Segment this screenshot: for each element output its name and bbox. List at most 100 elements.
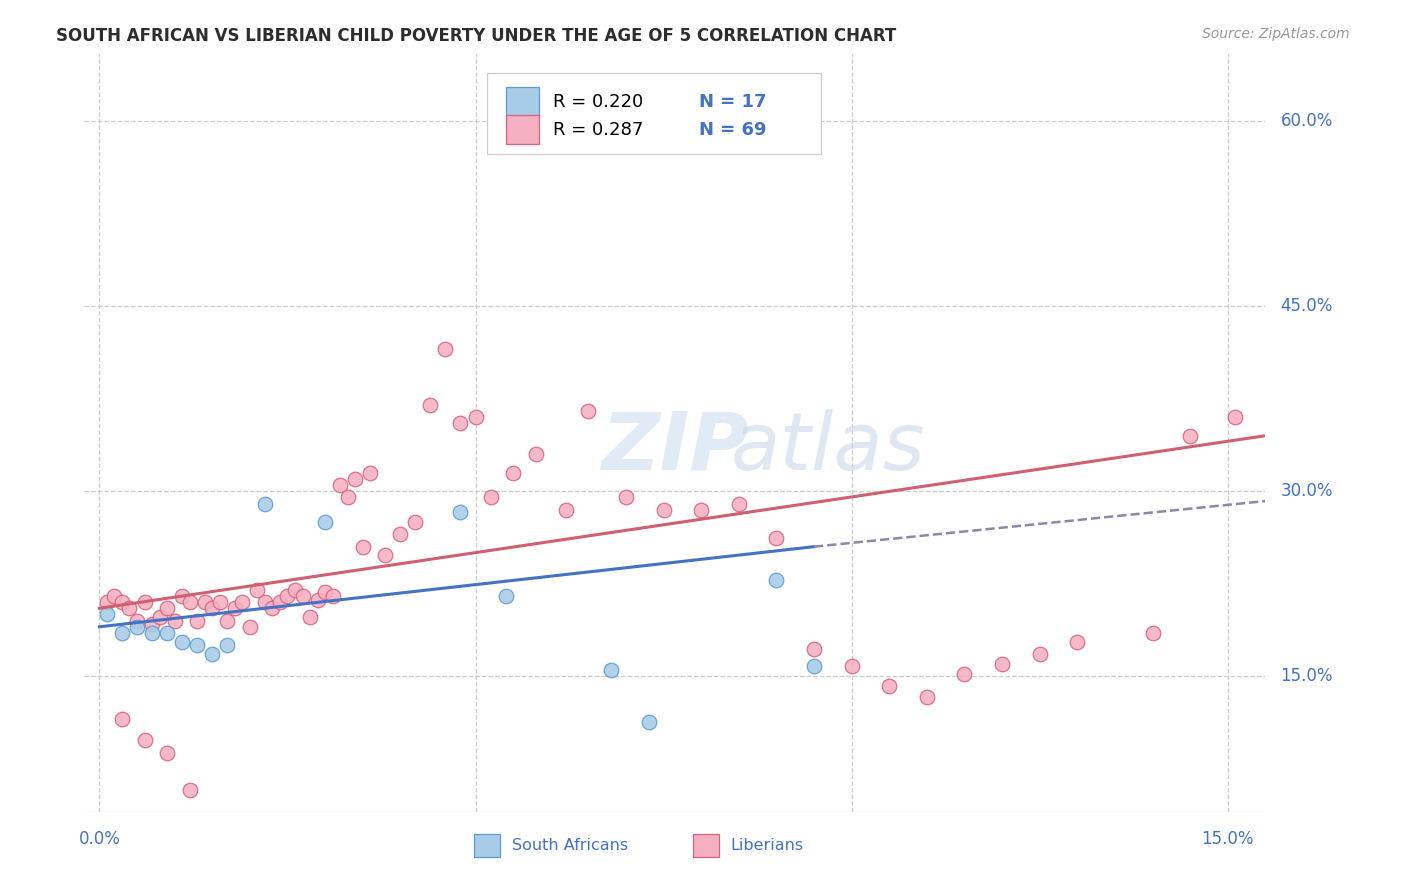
Point — [690, 502, 713, 516]
Text: 30.0%: 30.0% — [1281, 483, 1333, 500]
Point — [231, 595, 253, 609]
Text: Liberians: Liberians — [730, 838, 803, 854]
Point — [1028, 647, 1050, 661]
Text: 0.0%: 0.0% — [79, 830, 121, 848]
Text: R = 0.220: R = 0.220 — [553, 93, 644, 111]
Point — [141, 617, 163, 632]
Point — [125, 614, 148, 628]
Point — [118, 601, 141, 615]
Point — [314, 585, 336, 599]
Point — [208, 595, 231, 609]
Point — [172, 634, 194, 648]
Point — [217, 638, 239, 652]
Point — [276, 589, 298, 603]
Point — [404, 515, 426, 529]
Point — [156, 626, 179, 640]
Point — [502, 466, 524, 480]
Point — [134, 733, 156, 747]
Point — [96, 595, 118, 609]
Point — [524, 447, 547, 461]
Point — [186, 638, 208, 652]
Point — [450, 505, 472, 519]
Point — [877, 679, 900, 693]
Point — [803, 659, 825, 673]
Point — [389, 527, 412, 541]
Point — [841, 659, 863, 673]
Point — [194, 595, 217, 609]
Text: N = 17: N = 17 — [699, 93, 766, 111]
Point — [765, 573, 787, 587]
Point — [434, 343, 457, 357]
Point — [450, 417, 472, 431]
Point — [1225, 410, 1247, 425]
Text: 45.0%: 45.0% — [1281, 297, 1333, 315]
Bar — [506, 115, 538, 145]
Point — [111, 712, 134, 726]
Point — [576, 404, 599, 418]
Text: ZIP: ZIP — [602, 409, 748, 487]
Point — [495, 589, 517, 603]
Point — [141, 626, 163, 640]
Point — [554, 502, 576, 516]
Point — [614, 491, 637, 505]
Point — [239, 620, 262, 634]
Point — [915, 690, 938, 704]
Point — [201, 647, 224, 661]
Point — [479, 491, 502, 505]
Point — [179, 782, 201, 797]
Point — [803, 642, 825, 657]
Point — [1066, 634, 1088, 648]
Point — [284, 582, 307, 597]
Point — [125, 620, 148, 634]
Text: SOUTH AFRICAN VS LIBERIAN CHILD POVERTY UNDER THE AGE OF 5 CORRELATION CHART: SOUTH AFRICAN VS LIBERIAN CHILD POVERTY … — [56, 27, 897, 45]
Point — [156, 746, 179, 760]
Point — [172, 589, 194, 603]
Point — [307, 592, 329, 607]
Point — [103, 589, 125, 603]
Point — [262, 601, 284, 615]
Bar — [506, 87, 538, 116]
Text: 15.0%: 15.0% — [1281, 667, 1333, 685]
Bar — [474, 835, 501, 857]
Point — [246, 582, 269, 597]
Point — [134, 595, 156, 609]
Point — [765, 531, 787, 545]
Point — [201, 601, 224, 615]
Point — [464, 410, 486, 425]
Text: Source: ZipAtlas.com: Source: ZipAtlas.com — [1202, 27, 1350, 41]
Point — [269, 595, 291, 609]
FancyBboxPatch shape — [486, 73, 821, 153]
Point — [637, 714, 659, 729]
Point — [344, 472, 367, 486]
Point — [179, 595, 201, 609]
Text: R = 0.287: R = 0.287 — [553, 120, 644, 139]
Point — [359, 466, 381, 480]
Point — [224, 601, 246, 615]
Point — [111, 626, 134, 640]
Point — [314, 515, 336, 529]
Point — [374, 549, 396, 563]
Point — [329, 478, 352, 492]
Point — [600, 663, 623, 677]
Point — [299, 610, 322, 624]
Point — [727, 496, 749, 510]
Point — [1178, 428, 1201, 442]
Point — [352, 540, 374, 554]
Point — [991, 657, 1014, 671]
Point — [253, 595, 276, 609]
Point — [96, 607, 118, 622]
Point — [186, 614, 208, 628]
Point — [652, 502, 675, 516]
Text: 15.0%: 15.0% — [1202, 830, 1254, 848]
Point — [322, 589, 344, 603]
Point — [1142, 626, 1164, 640]
Point — [149, 610, 172, 624]
Point — [156, 601, 179, 615]
Point — [291, 589, 314, 603]
Point — [419, 398, 441, 412]
Text: South Africans: South Africans — [512, 838, 628, 854]
Point — [253, 496, 276, 510]
Point — [217, 614, 239, 628]
Point — [163, 614, 186, 628]
Point — [336, 491, 359, 505]
